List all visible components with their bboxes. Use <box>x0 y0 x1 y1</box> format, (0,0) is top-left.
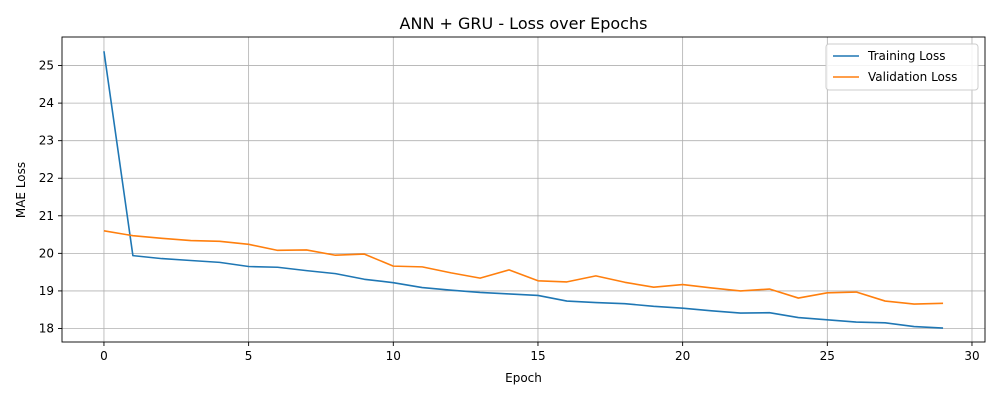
y-tick-label: 24 <box>39 96 54 110</box>
x-tick-label: 20 <box>675 349 690 363</box>
chart-title: ANN + GRU - Loss over Epochs <box>400 14 648 33</box>
y-axis-label: MAE Loss <box>14 162 28 218</box>
legend-box <box>825 43 979 91</box>
legend-label: Training Loss <box>867 49 945 63</box>
legend: Training Loss Validation Loss <box>825 43 979 91</box>
y-tick-label: 25 <box>39 59 54 73</box>
series-line-training-loss <box>103 51 944 329</box>
x-tick-label: 5 <box>245 349 253 363</box>
y-tick-label: 18 <box>39 321 54 335</box>
series-line-validation-loss <box>103 230 944 305</box>
x-tick-label: 15 <box>530 349 545 363</box>
x-tick-label: 30 <box>964 349 979 363</box>
axes-frame <box>61 36 986 343</box>
x-tick-label: 10 <box>386 349 401 363</box>
x-tick-label: 0 <box>100 349 108 363</box>
x-axis-label: Epoch <box>505 371 542 385</box>
y-tick-label: 20 <box>39 246 54 260</box>
y-tick-label: 23 <box>39 134 54 148</box>
y-tick-label: 22 <box>39 171 54 185</box>
x-tick-label: 25 <box>820 349 835 363</box>
plot-area: 0 5 10 15 20 25 30 18 19 20 21 22 23 24 25 <box>39 36 986 363</box>
y-tick-label: 21 <box>39 209 54 223</box>
y-tick-label: 19 <box>39 284 54 298</box>
legend-label: Validation Loss <box>868 70 957 84</box>
